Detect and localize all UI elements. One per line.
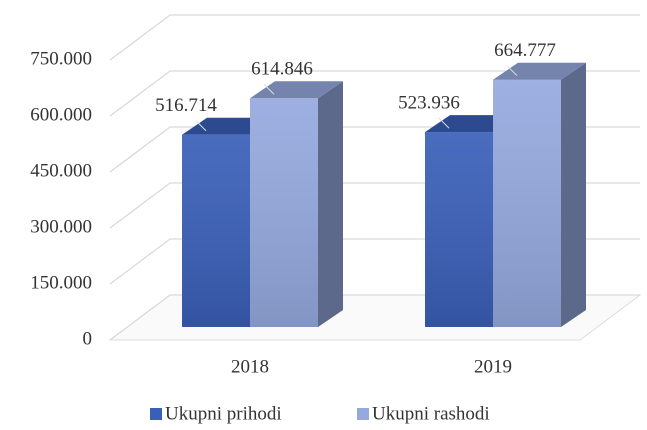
data-label: 664.777 [494,40,556,61]
bar [182,117,275,327]
bar [493,62,586,328]
leader-line [263,83,275,95]
grid-line [109,70,640,117]
leader-line [438,117,450,129]
x-tick-label: 2018 [231,356,269,377]
data-label: 614.846 [251,59,313,80]
y-tick-label: 300.000 [30,216,92,237]
legend-label: Ukupni rashodi [372,403,490,424]
data-label: 516.714 [155,95,217,116]
leader-line [506,65,518,77]
bar-side [561,62,586,328]
y-tick-label: 0 [83,328,93,349]
grid-line [109,14,640,61]
legend-swatch [357,408,369,420]
data-label: 523.936 [398,92,460,113]
legend-swatch [150,408,162,420]
legend-label: Ukupni prihodi [165,403,282,424]
bar-front-shade [493,79,561,327]
leader-line [195,120,207,132]
y-tick-label: 750.000 [30,48,92,69]
bar [250,81,343,328]
bar-side [318,81,343,328]
bar-front-shade [182,134,250,327]
bar-front-shade [250,98,318,328]
y-tick-label: 150.000 [30,272,92,293]
x-tick-label: 2019 [474,356,512,377]
bar-front-shade [425,132,493,327]
y-tick-label: 450.000 [30,160,92,181]
y-tick-label: 600.000 [30,104,92,125]
